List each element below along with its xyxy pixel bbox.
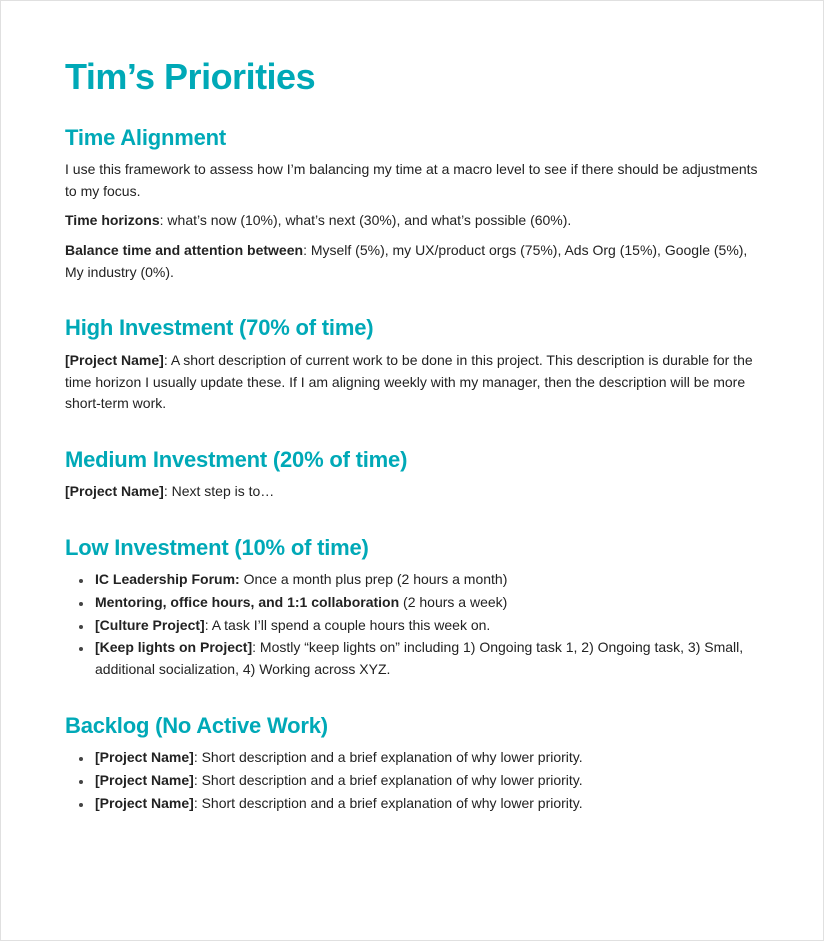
list-item-text: : Short description and a brief explanat… (194, 749, 583, 765)
medium-investment-item-label: [Project Name] (65, 483, 164, 499)
medium-investment-item-text: : Next step is to… (164, 483, 274, 499)
list-item-label: [Keep lights on Project] (95, 639, 252, 655)
balance-line: Balance time and attention between: Myse… (65, 240, 759, 283)
list-item-text: : A task I’ll spend a couple hours this … (205, 617, 491, 633)
high-investment-item: [Project Name]: A short description of c… (65, 350, 759, 415)
list-item: IC Leadership Forum: Once a month plus p… (93, 569, 759, 591)
backlog-list: [Project Name]: Short description and a … (65, 747, 759, 814)
list-item: [Culture Project]: A task I’ll spend a c… (93, 615, 759, 637)
section-heading-backlog: Backlog (No Active Work) (65, 713, 759, 739)
list-item-label: Mentoring, office hours, and 1:1 collabo… (95, 594, 399, 610)
list-item-text: Once a month plus prep (2 hours a month) (240, 571, 508, 587)
time-horizons-label: Time horizons (65, 212, 160, 228)
list-item-label: [Project Name] (95, 749, 194, 765)
high-investment-item-label: [Project Name] (65, 352, 164, 368)
section-heading-medium-investment: Medium Investment (20% of time) (65, 447, 759, 473)
section-heading-low-investment: Low Investment (10% of time) (65, 535, 759, 561)
list-item-label: [Culture Project] (95, 617, 205, 633)
time-horizons-text: : what’s now (10%), what’s next (30%), a… (160, 212, 572, 228)
medium-investment-item: [Project Name]: Next step is to… (65, 481, 759, 503)
list-item: [Project Name]: Short description and a … (93, 747, 759, 769)
list-item-text: : Short description and a brief explanat… (194, 795, 583, 811)
balance-label: Balance time and attention between (65, 242, 303, 258)
list-item: [Project Name]: Short description and a … (93, 770, 759, 792)
list-item-text: : Short description and a brief explanat… (194, 772, 583, 788)
list-item-label: IC Leadership Forum: (95, 571, 240, 587)
list-item-label: [Project Name] (95, 772, 194, 788)
time-alignment-intro: I use this framework to assess how I’m b… (65, 159, 759, 202)
high-investment-item-text: : A short description of current work to… (65, 352, 753, 411)
list-item: Mentoring, office hours, and 1:1 collabo… (93, 592, 759, 614)
time-horizons-line: Time horizons: what’s now (10%), what’s … (65, 210, 759, 232)
low-investment-list: IC Leadership Forum: Once a month plus p… (65, 569, 759, 680)
section-heading-time-alignment: Time Alignment (65, 125, 759, 151)
list-item-label: [Project Name] (95, 795, 194, 811)
list-item: [Project Name]: Short description and a … (93, 793, 759, 815)
list-item: [Keep lights on Project]: Mostly “keep l… (93, 637, 759, 680)
document-page: Tim’s Priorities Time Alignment I use th… (0, 0, 824, 941)
page-title: Tim’s Priorities (65, 57, 759, 97)
list-item-text: (2 hours a week) (399, 594, 507, 610)
section-heading-high-investment: High Investment (70% of time) (65, 315, 759, 341)
